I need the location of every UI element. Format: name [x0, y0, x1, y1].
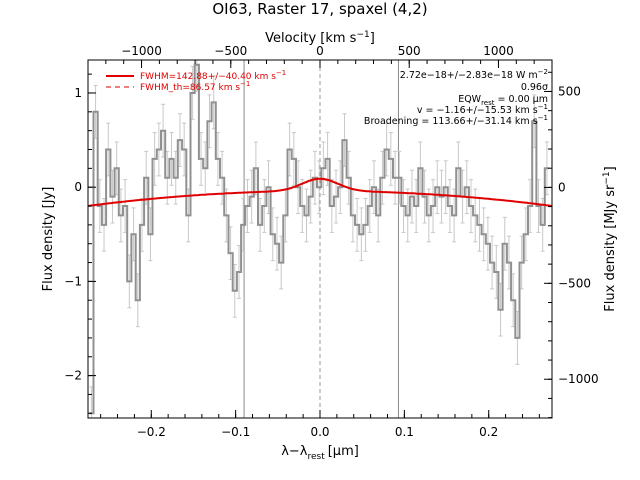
top-tick-label: 500 [398, 44, 421, 58]
top-tick-label: 0 [316, 44, 324, 58]
y2-tick-label: 500 [558, 84, 581, 98]
annotation-broadening: Broadening = 113.66+/−31.14 km s−1 [364, 114, 548, 127]
spectrum-line [89, 63, 549, 415]
y-axis-title: Flux density [Jy] [41, 187, 56, 292]
y2-tick-label: 0 [558, 180, 566, 194]
top-tick-label: −500 [214, 44, 247, 58]
legend: FWHM=142.88+/−40.40 km s−1 FWHM_th=86.57… [106, 69, 286, 93]
x-tick-label: −0.1 [221, 425, 250, 439]
top-axis-title: Velocity [km s−1] [265, 30, 375, 46]
y2-tick-label: −500 [558, 276, 591, 290]
x-tick-label: 0.2 [479, 425, 498, 439]
model-fit-line [87, 177, 553, 207]
x-tick-label: 0.0 [310, 425, 329, 439]
y-tick-label: 0 [74, 180, 82, 194]
chart-title: OI63, Raster 17, spaxel (4,2) [212, 0, 427, 18]
x-tick-label: −0.2 [137, 425, 166, 439]
x-axis-title: λ−λrest [μm] [281, 444, 359, 462]
top-tick-label: 1000 [483, 44, 514, 58]
annotation-eqw: EQWrest = 0.00 μm [458, 94, 548, 107]
y-tick-label: −2 [64, 369, 82, 383]
y2-tick-label: −1000 [558, 372, 599, 386]
annotation-velocity: v = −1.16+/−15.53 km s−1 [417, 103, 548, 116]
axis-ticks: −0.2 −0.1 0.0 0.1 0.2 −1000 −500 0 500 1000 1 0 −1 −2… [64, 44, 598, 439]
annotation-flux: 2.72e−18+/−2.83e−18 W m−2 [400, 68, 548, 81]
annotations: 2.72e−18+/−2.83e−18 W m−2 0.96σ EQWrest … [364, 68, 548, 127]
top-tick-label: −1000 [121, 44, 162, 58]
y-tick-label: 1 [74, 86, 82, 100]
annotation-sigma: 0.96σ [521, 82, 548, 93]
y-tick-label: −1 [64, 274, 82, 288]
x-tick-label: 0.1 [395, 425, 414, 439]
plot-area [87, 59, 553, 419]
y2-axis-title: Flux density [MJy sr−1] [602, 166, 618, 311]
legend-label-fwhm: FWHM=142.88+/−40.40 km s−1 [140, 69, 286, 82]
legend-label-fwhm-th: FWHM_th=86.57 km s−1 [140, 80, 250, 93]
